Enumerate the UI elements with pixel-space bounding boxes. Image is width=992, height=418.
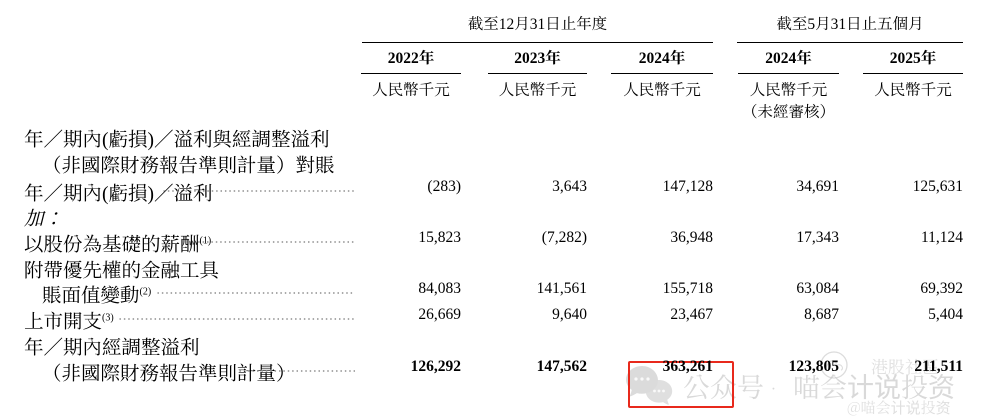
svg-text:@喵会计说投资: @喵会计说投资	[847, 397, 951, 418]
svg-text:·: ·	[771, 378, 776, 399]
